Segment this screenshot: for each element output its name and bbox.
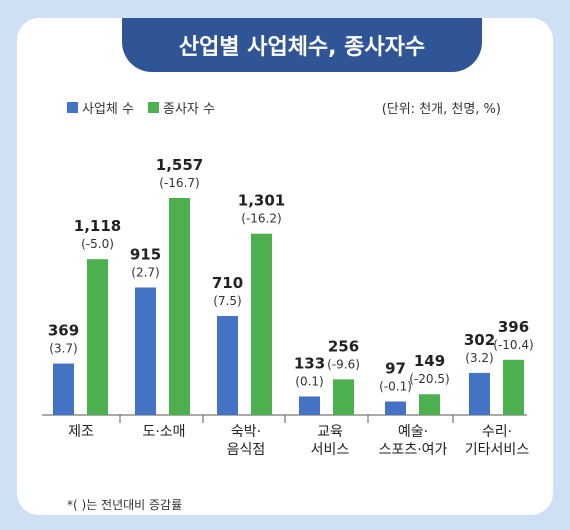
unit-note: (단위: 천개, 천명, %) — [381, 102, 501, 117]
bar-establishments — [385, 401, 406, 415]
change-label: (2.7) — [131, 265, 159, 279]
change-label: (-5.0) — [81, 237, 114, 251]
category-label: 교육 — [317, 424, 343, 440]
category-label: 수리· — [482, 424, 512, 440]
value-label: 97 — [385, 359, 406, 377]
value-label: 133 — [294, 354, 325, 372]
change-label: (3.2) — [465, 351, 493, 365]
category-label: 기타서비스 — [465, 442, 530, 458]
change-label: (-20.5) — [409, 372, 449, 386]
legend-item-establishments: 사업체 수 — [67, 98, 134, 117]
footnote: *( )는 전년대비 증감률 — [67, 498, 183, 512]
chart-title: 산업별 사업체수, 종사자수 — [122, 18, 482, 72]
category-label: 숙박· — [231, 424, 261, 440]
change-label: (-16.2) — [241, 212, 281, 226]
bar-employees — [87, 259, 108, 415]
value-label: 710 — [212, 274, 243, 292]
change-label: (-9.6) — [327, 357, 360, 371]
category-label: 예술· — [398, 424, 428, 440]
legend-swatch-green — [147, 102, 159, 113]
change-label: (-0.1) — [379, 379, 412, 393]
bar-establishments — [135, 287, 156, 415]
value-label: 1,557 — [156, 156, 203, 174]
legend: 사업체 수 종사자 수 — [67, 98, 215, 117]
legend-label-employees: 종사자 수 — [162, 102, 215, 117]
change-label: (3.7) — [49, 342, 77, 356]
value-label: 302 — [464, 331, 495, 349]
value-label: 396 — [498, 318, 529, 336]
bar-employees — [419, 394, 440, 415]
value-label: 1,301 — [238, 192, 285, 210]
legend-label-establishments: 사업체 수 — [82, 102, 134, 117]
bar-establishments — [53, 363, 74, 415]
category-label: 스포츠·여가 — [379, 442, 448, 458]
value-label: 1,118 — [74, 217, 121, 235]
category-label: 도·소매 — [142, 424, 185, 440]
change-label: (0.1) — [295, 374, 323, 388]
category-label: 서비스 — [311, 442, 350, 458]
bar-employees — [333, 379, 354, 415]
value-label: 149 — [414, 352, 445, 370]
value-label: 915 — [130, 245, 161, 263]
value-label: 369 — [48, 322, 79, 340]
category-label: 음식점 — [227, 442, 266, 458]
change-label: (-10.4) — [493, 338, 533, 352]
category-label: 제조 — [68, 424, 94, 440]
legend-item-employees: 종사자 수 — [147, 98, 215, 117]
bar-employees — [251, 233, 272, 415]
bar-employees — [503, 359, 524, 415]
legend-swatch-blue — [67, 102, 78, 113]
bar-employees — [169, 198, 190, 415]
change-label: (7.5) — [213, 294, 241, 308]
value-label: 256 — [328, 337, 359, 355]
bar-establishments — [299, 396, 320, 415]
bar-establishments — [217, 316, 238, 415]
change-label: (-16.7) — [159, 176, 199, 190]
bar-establishments — [469, 372, 490, 415]
